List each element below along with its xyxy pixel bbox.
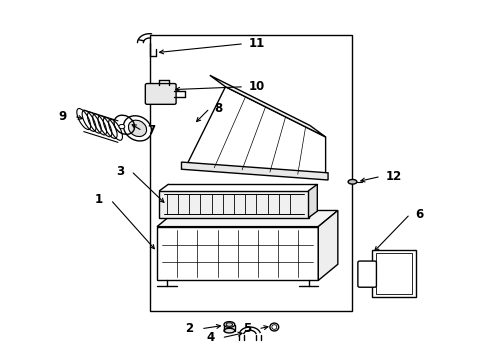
Text: 10: 10 bbox=[249, 80, 265, 93]
Polygon shape bbox=[318, 211, 338, 280]
Polygon shape bbox=[210, 75, 326, 137]
Text: 9: 9 bbox=[58, 110, 67, 123]
Bar bbox=[376, 253, 412, 294]
Ellipse shape bbox=[224, 321, 235, 327]
Text: 3: 3 bbox=[116, 165, 124, 177]
Bar bbox=[372, 250, 416, 297]
Text: 2: 2 bbox=[186, 322, 194, 335]
Polygon shape bbox=[309, 184, 318, 218]
Text: 5: 5 bbox=[243, 322, 251, 335]
Polygon shape bbox=[186, 87, 326, 176]
Polygon shape bbox=[157, 226, 318, 280]
Text: 11: 11 bbox=[249, 37, 265, 50]
Text: 8: 8 bbox=[215, 102, 223, 115]
Text: 7: 7 bbox=[147, 124, 155, 138]
Text: 4: 4 bbox=[206, 331, 214, 344]
Text: 1: 1 bbox=[95, 193, 103, 206]
Ellipse shape bbox=[128, 120, 147, 136]
Text: 6: 6 bbox=[415, 208, 423, 221]
Ellipse shape bbox=[226, 323, 233, 326]
Polygon shape bbox=[157, 211, 338, 226]
FancyBboxPatch shape bbox=[146, 84, 176, 104]
Polygon shape bbox=[181, 162, 328, 180]
Ellipse shape bbox=[348, 180, 357, 184]
Text: 12: 12 bbox=[386, 170, 402, 183]
FancyBboxPatch shape bbox=[358, 261, 376, 287]
Polygon shape bbox=[159, 191, 309, 218]
Circle shape bbox=[119, 125, 125, 129]
Ellipse shape bbox=[224, 328, 235, 333]
Ellipse shape bbox=[123, 116, 151, 141]
Bar bbox=[150, 35, 352, 311]
